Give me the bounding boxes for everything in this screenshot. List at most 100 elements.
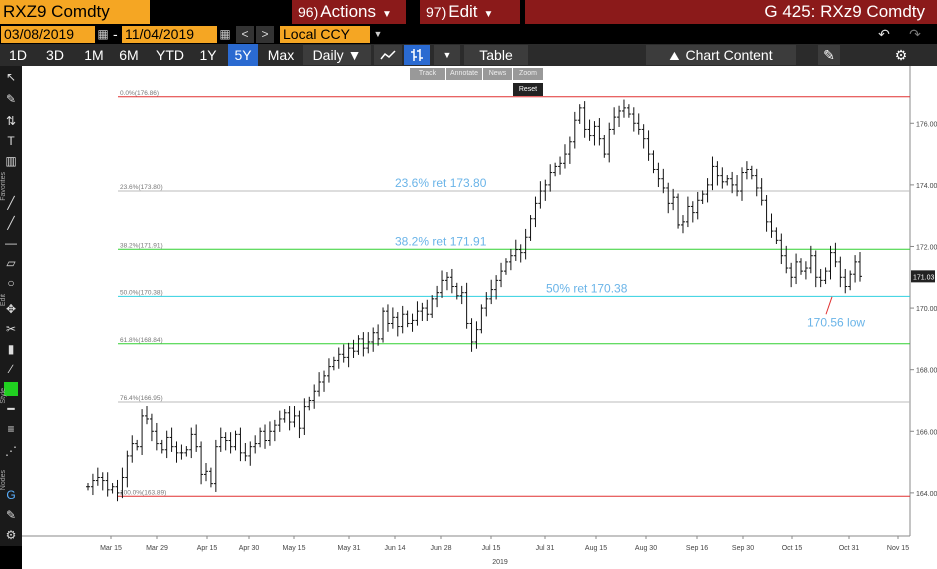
line-tool-icon[interactable]: ╱ (7, 196, 15, 210)
line-chart-icon[interactable] (374, 45, 402, 65)
zoom-button[interactable]: Zoom (513, 68, 543, 80)
ohlc-bar (607, 122, 612, 163)
ohlc-bar (287, 406, 292, 431)
text-icon[interactable]: T (7, 134, 15, 148)
node-settings-icon[interactable]: ⚙ (5, 528, 17, 542)
ohlc-bar (833, 242, 838, 268)
x-tick-label: Jun 28 (430, 545, 451, 552)
ohlc-bar (759, 178, 764, 206)
range-button-1d[interactable]: 1D (9, 47, 27, 63)
ohlc-bar (553, 162, 558, 177)
ohlc-bar (661, 168, 666, 194)
line-width-icon[interactable]: ≡ (7, 422, 15, 436)
ohlc-bar (710, 156, 715, 191)
ohlc-bar (577, 104, 582, 124)
ohlc-bar (617, 105, 622, 127)
bar-chart-icon[interactable] (404, 45, 430, 65)
ray-tool-icon[interactable]: ╱ (7, 216, 15, 230)
ohlc-bar (277, 410, 282, 432)
move-icon[interactable]: ✥ (5, 302, 17, 316)
edit-pencil-icon[interactable]: ✎ (818, 45, 840, 65)
range-button-5y[interactable]: 5Y (228, 44, 258, 66)
x-tick-label: Nov 15 (887, 545, 909, 552)
news-button[interactable]: News (483, 68, 512, 80)
range-button-max[interactable]: Max (267, 47, 295, 63)
ohlc-bar (700, 190, 705, 204)
ohlc-bar (518, 244, 523, 263)
fib-level-label: 38.2%(171.91) (120, 242, 163, 249)
ohlc-bar (238, 427, 243, 462)
ohlc-bar (120, 467, 125, 499)
plot-area (22, 66, 937, 569)
nodes-icon[interactable]: ⋰ (5, 444, 17, 458)
ohlc-bar (818, 268, 823, 288)
ohlc-bar (199, 441, 204, 485)
ohlc-bar (302, 398, 307, 435)
ohlc-bar (213, 439, 218, 492)
ohlc-bar (430, 295, 435, 318)
currency-select[interactable]: Local CCY (280, 26, 370, 43)
reset-label: Reset (518, 86, 538, 93)
price-chart[interactable]: 164.00 166.00 168.00 170.00 172.00 174.00 176.… (22, 66, 937, 569)
actions-menu-button[interactable]: 96) Actions ▼ (292, 0, 406, 24)
pencil-icon[interactable]: ✎ (5, 92, 17, 106)
ohlc-bar (587, 119, 592, 141)
trash-icon[interactable]: ▮ (7, 342, 15, 356)
ohlc-bar (582, 101, 587, 138)
calendar-icon[interactable]: ▦ (219, 27, 231, 41)
ohlc-bar (233, 430, 238, 451)
chart-content-button[interactable]: ⛰ Chart Content (646, 45, 796, 65)
channel-tool-icon[interactable]: ▱ (6, 256, 16, 270)
ohlc-bar (125, 450, 130, 488)
frequency-select[interactable]: Daily ▼ (303, 45, 371, 65)
undo-icon[interactable]: ↶ (878, 26, 890, 42)
end-date-field[interactable]: 11/04/2019 (122, 26, 217, 43)
ohlc-bar (297, 410, 302, 439)
ohlc-bar (558, 156, 563, 175)
redo-icon[interactable]: ↷ (909, 26, 921, 42)
scissors-icon[interactable]: ✂ (5, 322, 17, 336)
ohlc-bar (356, 335, 361, 355)
ohlc-bar (636, 113, 641, 135)
ohlc-bar (361, 332, 366, 357)
edit-menu-button[interactable]: 97) Edit ▼ (420, 0, 520, 24)
cursor-icon[interactable]: ↖ (5, 70, 17, 84)
range-button-1y[interactable]: 1Y (199, 47, 217, 63)
y-tick-label: 174.00 (916, 183, 937, 190)
start-date-field[interactable]: 03/08/2019 (1, 26, 95, 43)
next-period-button[interactable]: > (256, 26, 274, 43)
color-swatch-icon[interactable] (4, 382, 18, 396)
caret-down-icon: ▼ (483, 9, 494, 20)
track-button[interactable]: Track (410, 68, 445, 80)
link-icon[interactable]: G (6, 488, 16, 502)
fib-icon[interactable]: ▥ (5, 154, 17, 168)
range-button-3d[interactable]: 3D (46, 47, 64, 63)
range-button-1m[interactable]: 1M (84, 47, 104, 63)
reset-button[interactable]: Reset (513, 83, 543, 96)
actions-label: Actions (320, 2, 376, 21)
prev-period-button[interactable]: < (236, 26, 254, 43)
caret-down-icon[interactable]: ▼ (373, 29, 383, 39)
ohlc-bar (390, 307, 395, 329)
range-button-6m[interactable]: 6M (119, 47, 139, 63)
range-button-ytd[interactable]: YTD (156, 47, 184, 63)
last-price-label: 171.03 (913, 274, 935, 281)
hline-tool-icon[interactable]: — (5, 236, 17, 250)
ohlc-bar (435, 285, 440, 308)
ohlc-bar (208, 467, 213, 488)
tool-icon[interactable]: ⇅ (5, 114, 17, 128)
ohlc-bar (528, 215, 533, 241)
ohlc-bar (292, 406, 297, 428)
ohlc-bar (95, 467, 100, 486)
circle-tool-icon[interactable]: ○ (7, 276, 15, 290)
ticker-field[interactable]: RXZ9 Comdty (0, 0, 150, 24)
annotate-button[interactable]: Annotate (446, 68, 482, 80)
line-style-icon[interactable]: ━ (7, 402, 15, 416)
settings-gear-icon[interactable]: ⚙ (894, 47, 908, 63)
chart-type-dropdown-icon[interactable]: ▼ (434, 45, 460, 65)
brush-icon[interactable]: ∕ (9, 362, 12, 376)
node-edit-icon[interactable]: ✎ (5, 508, 17, 522)
calendar-icon[interactable]: ▦ (97, 27, 109, 41)
table-button[interactable]: Table (464, 45, 528, 65)
ohlc-bar (720, 167, 725, 189)
